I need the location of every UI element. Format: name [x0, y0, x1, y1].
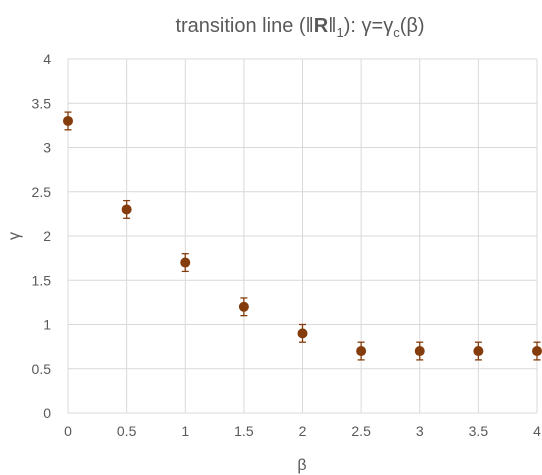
- x-tick-label: 0.5: [117, 423, 137, 439]
- y-axis-ticks: 0 0.5 1 1.5 2 2.5 3 3.5 4: [32, 51, 52, 421]
- data-point: [532, 346, 542, 357]
- y-tick-label: 2.5: [32, 184, 52, 200]
- x-axis-label: β: [297, 457, 306, 474]
- data-point: [121, 204, 132, 215]
- y-tick-label: 2: [43, 228, 51, 244]
- x-axis-ticks: 0 0.5 1 1.5 2 2.5 3 3.5 4: [64, 423, 541, 439]
- data-point: [356, 346, 367, 357]
- title-norm-subscript: 1: [337, 25, 344, 40]
- title-norm-open: ‖: [306, 15, 314, 37]
- x-tick-label: 2: [299, 423, 307, 439]
- data-point: [238, 301, 249, 312]
- x-tick-label: 1.5: [234, 423, 254, 439]
- x-tick-label: 1: [181, 423, 189, 439]
- data-point: [63, 115, 73, 126]
- y-tick-label: 1: [43, 317, 51, 333]
- y-tick-label: 3: [43, 140, 51, 156]
- y-axis-label: γ: [6, 232, 23, 240]
- chart-title: transition line (‖R‖1): γ=γc(β): [175, 15, 424, 40]
- data-points: [63, 115, 542, 357]
- title-gamma-subscript: c: [393, 25, 400, 40]
- x-tick-label: 4: [533, 423, 541, 439]
- data-point: [297, 328, 308, 339]
- title-middle: ): γ=γ: [344, 15, 393, 37]
- title-norm-symbol: R: [314, 15, 329, 37]
- x-tick-label: 3: [416, 423, 424, 439]
- x-tick-label: 0: [64, 423, 72, 439]
- data-point: [180, 257, 191, 268]
- x-tick-label: 2.5: [351, 423, 371, 439]
- title-norm-close: ‖: [328, 15, 336, 37]
- y-tick-label: 0: [43, 405, 51, 421]
- y-tick-label: 3.5: [32, 95, 52, 111]
- data-point: [473, 346, 484, 357]
- x-tick-label: 3.5: [469, 423, 489, 439]
- y-tick-label: 0.5: [32, 361, 52, 377]
- data-point: [414, 346, 425, 357]
- title-prefix: transition line (: [175, 15, 305, 37]
- title-suffix: (β): [400, 15, 425, 37]
- y-tick-label: 1.5: [32, 272, 52, 288]
- y-tick-label: 4: [43, 51, 51, 67]
- grid-lines: [67, 58, 538, 414]
